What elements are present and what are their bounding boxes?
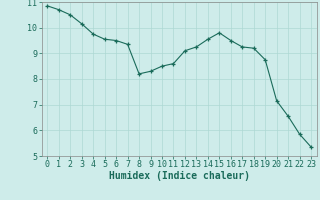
- X-axis label: Humidex (Indice chaleur): Humidex (Indice chaleur): [109, 171, 250, 181]
